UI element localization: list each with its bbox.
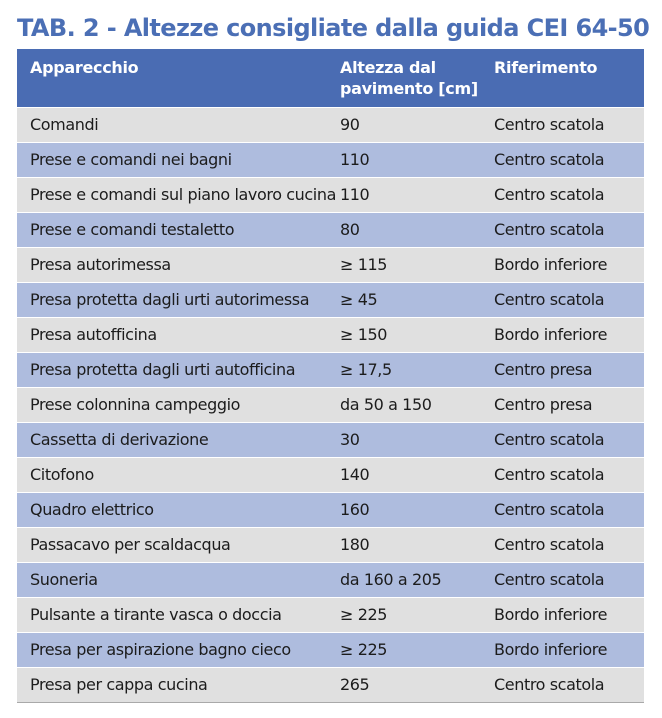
height-cell: 180 [340, 535, 370, 554]
reference-cell: Centro scatola [494, 290, 605, 309]
device-cell: Prese colonnina campeggio [30, 395, 241, 414]
table-row: Presa autofficina ≥ 150 Bordo inferiore [17, 317, 644, 352]
reference-cell: Centro scatola [494, 150, 605, 169]
device-cell: Presa protetta dagli urti autorimessa [30, 290, 310, 309]
table-row: Comandi 90 Centro scatola [17, 107, 644, 142]
height-cell: ≥ 17,5 [340, 360, 392, 379]
column-header-height: Altezza dal pavimento [cm] [340, 57, 480, 99]
table-row: Prese e comandi nei bagni 110 Centro sca… [17, 142, 644, 177]
column-header-height-line1: Altezza dal [340, 58, 436, 77]
table-row: Prese e comandi testaletto 80 Centro sca… [17, 212, 644, 247]
column-header-reference: Riferimento [494, 58, 598, 77]
reference-cell: Centro scatola [494, 535, 605, 554]
table-row: Presa autorimessa ≥ 115 Bordo inferiore [17, 247, 644, 282]
device-cell: Presa protetta dagli urti autofficina [30, 360, 296, 379]
table-row: Pulsante a tirante vasca o doccia ≥ 225 … [17, 597, 644, 632]
table-row: Citofono 140 Centro scatola [17, 457, 644, 492]
table-row: Quadro elettrico 160 Centro scatola [17, 492, 644, 527]
height-cell: 160 [340, 500, 370, 519]
height-cell: ≥ 45 [340, 290, 378, 309]
device-cell: Comandi [30, 115, 99, 134]
device-cell: Cassetta di derivazione [30, 430, 209, 449]
reference-cell: Centro scatola [494, 675, 605, 694]
reference-cell: Bordo inferiore [494, 605, 608, 624]
height-cell: 90 [340, 115, 360, 134]
height-cell: ≥ 150 [340, 325, 388, 344]
device-cell: Presa per aspirazione bagno cieco [30, 640, 291, 659]
device-cell: Passacavo per scaldacqua [30, 535, 231, 554]
reference-cell: Centro scatola [494, 570, 605, 589]
table-row: Cassetta di derivazione 30 Centro scatol… [17, 422, 644, 457]
height-cell: da 160 a 205 [340, 570, 442, 589]
table-header: Apparecchio Altezza dal pavimento [cm] R… [17, 49, 644, 107]
table-row: Presa per cappa cucina 265 Centro scatol… [17, 667, 644, 702]
height-cell: da 50 a 150 [340, 395, 432, 414]
height-cell: 30 [340, 430, 360, 449]
height-cell: 110 [340, 150, 370, 169]
device-cell: Presa autorimessa [30, 255, 171, 274]
table-row: Suoneria da 160 a 205 Centro scatola [17, 562, 644, 597]
reference-cell: Centro scatola [494, 430, 605, 449]
table-row: Prese e comandi sul piano lavoro cucina … [17, 177, 644, 212]
reference-cell: Centro scatola [494, 115, 605, 134]
height-cell: 110 [340, 185, 370, 204]
reference-cell: Centro presa [494, 395, 593, 414]
device-cell: Citofono [30, 465, 94, 484]
device-cell: Prese e comandi nei bagni [30, 150, 232, 169]
column-header-height-line2: pavimento [cm] [340, 79, 478, 98]
device-cell: Pulsante a tirante vasca o doccia [30, 605, 282, 624]
device-cell: Quadro elettrico [30, 500, 154, 519]
height-cell: ≥ 225 [340, 640, 388, 659]
column-header-device: Apparecchio [30, 58, 139, 77]
table-row: Presa per aspirazione bagno cieco ≥ 225 … [17, 632, 644, 667]
height-cell: ≥ 115 [340, 255, 388, 274]
height-cell: ≥ 225 [340, 605, 388, 624]
device-cell: Prese e comandi sul piano lavoro cucina [30, 185, 337, 204]
reference-cell: Centro scatola [494, 500, 605, 519]
table-row: Presa protetta dagli urti autofficina ≥ … [17, 352, 644, 387]
device-cell: Prese e comandi testaletto [30, 220, 235, 239]
table-row: Passacavo per scaldacqua 180 Centro scat… [17, 527, 644, 562]
table-row: Prese colonnina campeggio da 50 a 150 Ce… [17, 387, 644, 422]
reference-cell: Centro scatola [494, 465, 605, 484]
height-cell: 140 [340, 465, 370, 484]
reference-cell: Centro scatola [494, 220, 605, 239]
heights-table: Apparecchio Altezza dal pavimento [cm] R… [17, 49, 644, 703]
table-title: TAB. 2 - Altezze consigliate dalla guida… [17, 14, 650, 42]
height-cell: 80 [340, 220, 360, 239]
device-cell: Suoneria [30, 570, 98, 589]
reference-cell: Centro presa [494, 360, 593, 379]
table-row: Presa protetta dagli urti autorimessa ≥ … [17, 282, 644, 317]
reference-cell: Centro scatola [494, 185, 605, 204]
device-cell: Presa per cappa cucina [30, 675, 208, 694]
device-cell: Presa autofficina [30, 325, 157, 344]
height-cell: 265 [340, 675, 370, 694]
reference-cell: Bordo inferiore [494, 255, 608, 274]
reference-cell: Bordo inferiore [494, 325, 608, 344]
reference-cell: Bordo inferiore [494, 640, 608, 659]
